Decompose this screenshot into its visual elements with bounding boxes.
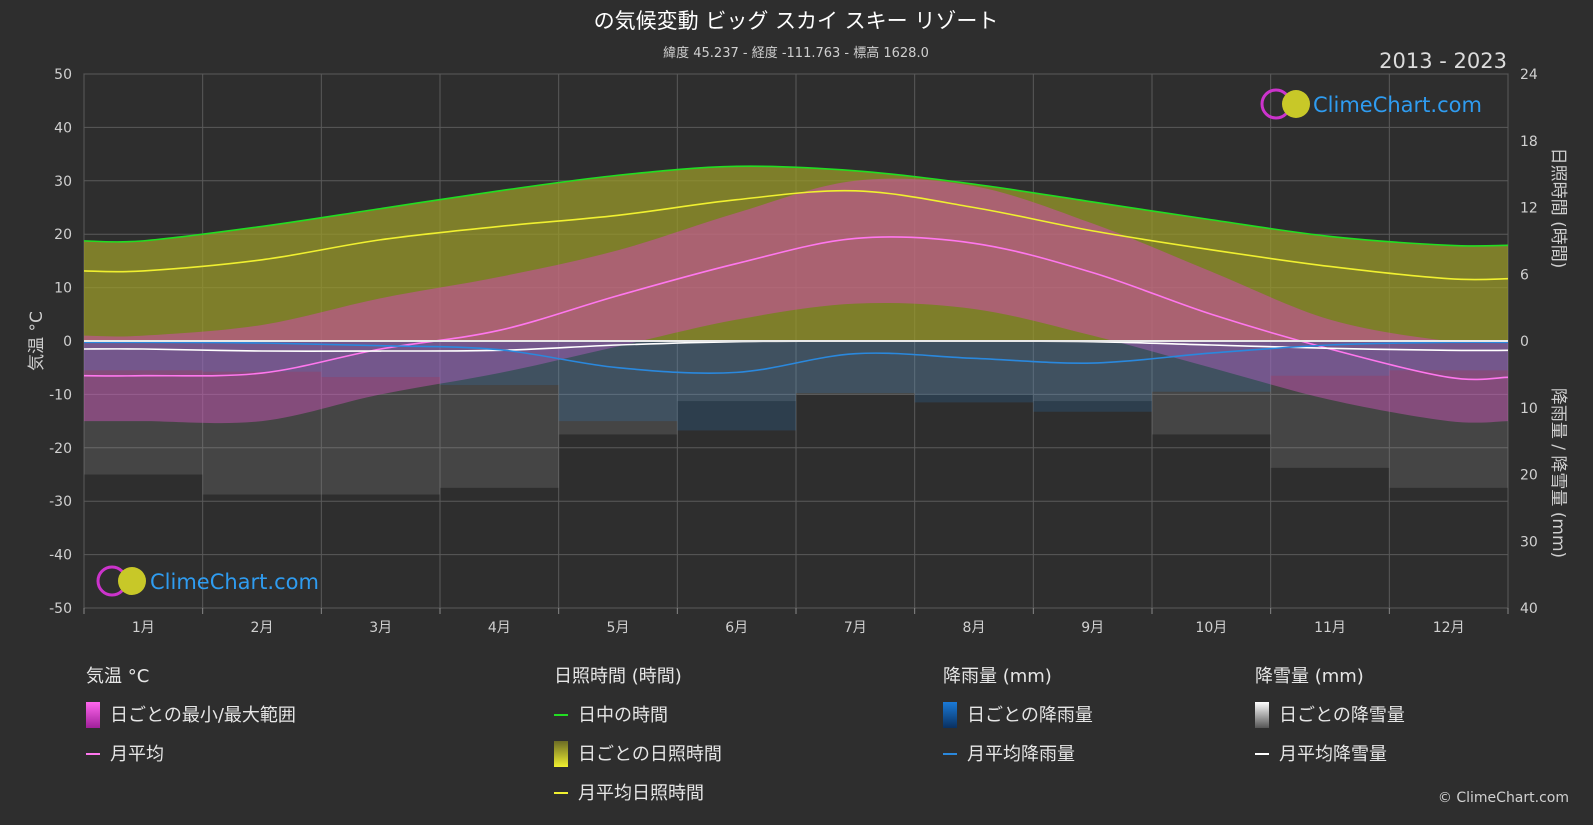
daily-rain-bar [914,341,1034,403]
month-label: 3月 [369,620,392,636]
month-label: 1月 [132,620,155,636]
copyright: © ClimeChart.com [1438,790,1569,806]
right-bottom-axis-title: 降雨量 / 降雪量 (mm) [1548,388,1568,558]
legend-sun-head: 日照時間 (時間) [554,666,682,687]
left-axis-title: 気温 °C [27,311,47,371]
month-label: 9月 [1081,620,1104,636]
legend-snow-head: 降雪量 (mm) [1255,666,1364,687]
legend-snow-daily: 日ごとの降雪量 [1279,705,1405,726]
chart-subtitle: 緯度 45.237 - 経度 -111.763 - 標高 1628.0 [663,45,929,61]
month-label: 8月 [963,620,986,636]
right-bottom-tick-label: 30 [1520,534,1538,550]
daily-rain-bar [202,341,322,372]
month-label: 5月 [607,620,630,636]
brand-text-bottom: ClimeChart.com [150,570,319,594]
right-bottom-tick-label: 40 [1520,601,1538,617]
left-tick-label: 20 [54,227,72,243]
rain-avg-line [84,341,1508,374]
brand-sun-icon [118,567,146,595]
daily-rain-bar [84,341,203,371]
brand-logo-top[interactable]: ClimeChart.com [1260,88,1482,120]
month-label: 11月 [1314,620,1346,636]
daily-snow-bar [1389,341,1508,488]
left-tick-label: -30 [49,494,72,510]
left-tick-label: 50 [54,67,72,83]
brand-sun-icon [1282,90,1310,118]
legend-temp-avg: 月平均 [110,744,164,765]
daily-rain-bar [558,341,678,422]
sunshine-band [84,166,1508,341]
brand-text-top: ClimeChart.com [1313,93,1482,117]
daily-snow-bar [1270,341,1390,468]
left-tick-label: 0 [63,334,72,350]
left-tick-label: -20 [49,441,72,457]
year-range: 2013 - 2023 [1379,49,1507,73]
daily-snow-bar [914,341,1034,395]
left-tick-label: -50 [49,601,72,617]
legend: 気温 °C 日ごとの最小/最大範囲 月平均 日照時間 (時間) 日中の時間 日ご… [86,666,1405,804]
temperature-avg-line [84,236,1508,381]
daylight-line [84,165,1508,247]
daily-rain-bar [1152,341,1271,392]
sunshine-avg-line [84,189,1508,281]
month-label: 12月 [1433,620,1465,636]
legend-snow-swatch [1255,702,1269,728]
daily-snow-bar [796,341,915,395]
chart-areas [84,166,1508,495]
left-tick-label: 10 [54,281,72,297]
right-top-tick-label: 18 [1520,134,1538,150]
legend-rain-swatch [943,702,957,728]
month-label: 6月 [725,620,748,636]
legend-rain-daily: 日ごとの降雨量 [967,705,1093,726]
legend-temp-head: 気温 °C [86,666,149,687]
month-label: 4月 [488,620,511,636]
daily-snow-bar [440,341,559,488]
month-label: 10月 [1195,620,1227,636]
month-label: 2月 [251,620,274,636]
right-top-axis-title: 日照時間 (時間) [1548,148,1568,269]
left-tick-label: 30 [54,174,72,190]
daily-snow-bar [677,341,796,402]
chart-title: の気候変動 ビッグ スカイ スキー リゾート [594,9,999,33]
legend-sunshine-daily: 日ごとの日照時間 [578,744,722,765]
daily-snow-bar [1033,341,1152,402]
daily-rain-bar [1389,341,1508,371]
right-top-tick-label: 0 [1520,334,1529,350]
temperature-range-band [84,178,1508,424]
left-tick-label: -10 [49,387,72,403]
legend-snow-avg: 月平均降雪量 [1279,744,1387,765]
month-label: 7月 [844,620,867,636]
left-tick-label: 40 [54,120,72,136]
right-bottom-tick-label: 20 [1520,468,1538,484]
daily-rain-bar [1033,341,1152,412]
daily-snow-bar [84,341,203,475]
legend-rain-avg: 月平均降雨量 [967,744,1075,765]
right-top-tick-label: 6 [1520,267,1529,283]
legend-sunshine-avg: 月平均日照時間 [578,783,704,804]
daily-rain-bar [1270,341,1390,376]
daily-rain-bar [677,341,796,431]
right-top-tick-label: 24 [1520,67,1538,83]
right-bottom-tick-label: 10 [1520,401,1538,417]
legend-temp-range: 日ごとの最小/最大範囲 [110,705,296,726]
daily-rain-bar [796,341,915,394]
daily-snow-bar [321,341,440,495]
axis-ticks: 50 40 30 20 10 0 -10 -20 -30 -40 -50 1月 2月 3月 4月 5月 6月 7月… [49,67,1538,636]
legend-rain-head: 降雨量 (mm) [943,666,1052,687]
brand-logo-bottom[interactable]: ClimeChart.com [96,565,319,597]
legend-daylight: 日中の時間 [578,705,668,726]
legend-temp-range-swatch [86,702,100,728]
right-top-tick-label: 12 [1520,201,1538,217]
daily-snow-bar [558,341,678,435]
legend-sunshine-swatch [554,741,568,767]
left-tick-label: -40 [49,548,72,564]
